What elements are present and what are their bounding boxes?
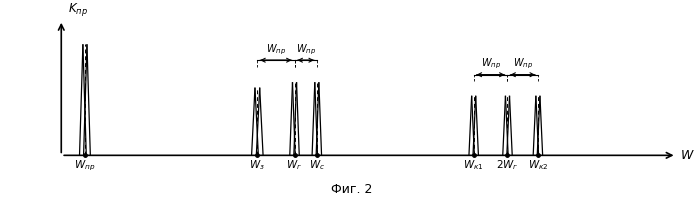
Text: $W_{пр}$: $W_{пр}$ (75, 158, 95, 173)
Text: $W_з$: $W_з$ (250, 158, 266, 172)
Text: $W_{пр}$: $W_{пр}$ (266, 43, 286, 57)
Text: $W_{к2}$: $W_{к2}$ (528, 158, 548, 172)
Text: $K_{пр}$: $K_{пр}$ (68, 1, 88, 18)
Text: $W_с$: $W_с$ (309, 158, 325, 172)
Text: $W_{пр}$: $W_{пр}$ (513, 57, 533, 71)
Text: $W_г$: $W_г$ (286, 158, 302, 172)
Text: $W_{к1}$: $W_{к1}$ (464, 158, 484, 172)
Text: $W_{пр}$: $W_{пр}$ (296, 43, 316, 57)
Text: Фиг. 2: Фиг. 2 (331, 183, 373, 196)
Text: $2W_г$: $2W_г$ (496, 158, 519, 172)
Text: $W$: $W$ (680, 149, 695, 162)
Text: $W_{пр}$: $W_{пр}$ (480, 57, 500, 71)
